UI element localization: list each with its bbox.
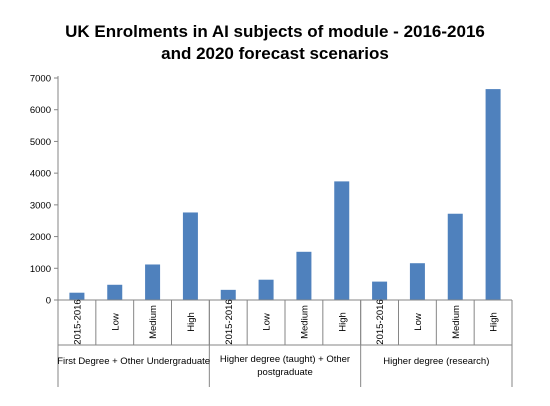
- y-tick-label: 3000: [30, 200, 51, 211]
- bar: [296, 251, 312, 300]
- title-line: UK Enrolments in AI subjects of module -…: [65, 22, 485, 41]
- y-tick-label: 2000: [30, 232, 51, 243]
- y-axis: 0 1000 2000 3000 4000 5000 6000 7000: [30, 74, 59, 307]
- x-group-label: Higher degree (taught) + Other: [220, 354, 350, 365]
- bar: [220, 289, 236, 300]
- x-group-label: First Degree + Other Undergraduate: [57, 356, 210, 367]
- y-tick-label: 6000: [30, 105, 51, 116]
- chart-title: UK Enrolments in AI subjects of module -…: [65, 22, 485, 63]
- x-category-label: Medium: [451, 305, 462, 339]
- bar: [372, 281, 388, 300]
- x-category-label: High: [489, 312, 500, 332]
- x-axis: 2015-2016 Low Medium High 2015-2016 Low Medium…: [57, 299, 513, 387]
- y-tick-label: 7000: [30, 74, 51, 85]
- bar: [69, 292, 85, 300]
- bar: [258, 279, 274, 300]
- x-category-label: Low: [110, 313, 121, 331]
- x-category-label: Medium: [299, 305, 310, 339]
- x-category-label: Low: [262, 313, 273, 331]
- x-group-label: postgraduate: [257, 367, 312, 378]
- x-category-label: Medium: [148, 305, 159, 339]
- x-category-label: Low: [413, 313, 424, 331]
- y-tick-label: 1000: [30, 264, 51, 275]
- x-category-label: 2015-2016: [375, 299, 386, 344]
- x-category-label: High: [186, 312, 197, 332]
- y-tick-label: 4000: [30, 169, 51, 180]
- y-tick-label: 5000: [30, 137, 51, 148]
- bar: [334, 181, 350, 300]
- bar: [107, 284, 123, 300]
- y-tick-label: 0: [46, 296, 51, 307]
- bar: [145, 264, 161, 300]
- x-category-label: 2015-2016: [224, 299, 235, 344]
- x-category-label: 2015-2016: [72, 299, 83, 344]
- bar: [447, 213, 463, 300]
- title-line: and 2020 forecast scenarios: [161, 44, 389, 63]
- bar: [409, 263, 425, 300]
- bars: [69, 89, 501, 300]
- bar: [485, 89, 501, 300]
- x-group-label: Higher degree (research): [383, 356, 489, 367]
- x-category-label: High: [337, 312, 348, 332]
- bar: [182, 212, 198, 300]
